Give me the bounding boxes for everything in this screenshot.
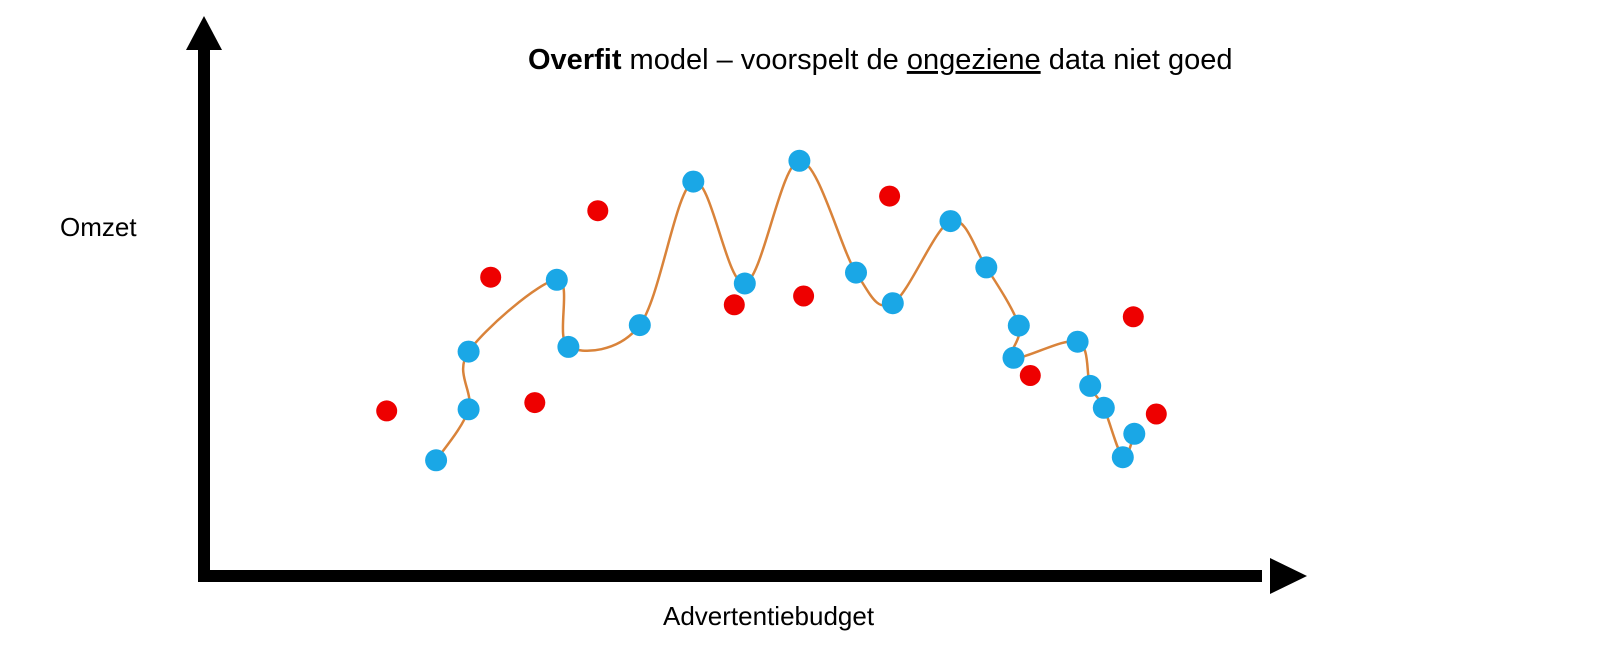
unseen-point — [376, 400, 398, 422]
training-point — [845, 261, 867, 284]
title-bold-part: Overfit — [528, 44, 622, 76]
title-middle-part: model – voorspelt de — [621, 44, 906, 76]
training-point — [682, 170, 705, 193]
training-point — [457, 340, 480, 363]
training-point — [1123, 422, 1146, 445]
unseen-point — [723, 294, 745, 316]
unseen-point — [1145, 403, 1167, 425]
unseen-point — [524, 392, 546, 414]
unseen-point — [587, 200, 609, 222]
unseen-point — [480, 266, 502, 288]
overfit-curve — [434, 159, 1136, 462]
training-point — [1007, 314, 1030, 337]
training-point — [1111, 446, 1134, 469]
training-point — [557, 335, 580, 358]
x-axis-arrow-icon — [1270, 558, 1307, 594]
training-point — [425, 449, 448, 472]
training-point — [457, 398, 480, 421]
training-point — [1066, 330, 1089, 353]
y-axis-label: Omzet — [60, 212, 137, 242]
training-point — [881, 292, 904, 315]
title-underlined-part: ongeziene — [907, 44, 1041, 76]
y-axis-arrow-icon — [186, 16, 222, 50]
unseen-point — [1122, 306, 1144, 328]
training-point — [788, 149, 811, 172]
unseen-point — [1019, 365, 1041, 386]
unseen-point — [879, 185, 901, 207]
training-point — [1092, 396, 1115, 419]
training-point — [545, 268, 568, 291]
plot-area — [376, 149, 1167, 472]
training-point — [1002, 346, 1025, 369]
unseen-point — [793, 285, 815, 307]
training-point — [733, 272, 756, 295]
chart-title: Overfit model – voorspelt de ongeziene d… — [528, 44, 1233, 76]
training-point — [975, 256, 998, 279]
title-end-part: data niet goed — [1041, 44, 1233, 76]
training-point — [628, 314, 651, 337]
x-axis-label: Advertentiebudget — [663, 601, 875, 631]
training-point — [1079, 374, 1102, 397]
training-point — [939, 210, 962, 233]
